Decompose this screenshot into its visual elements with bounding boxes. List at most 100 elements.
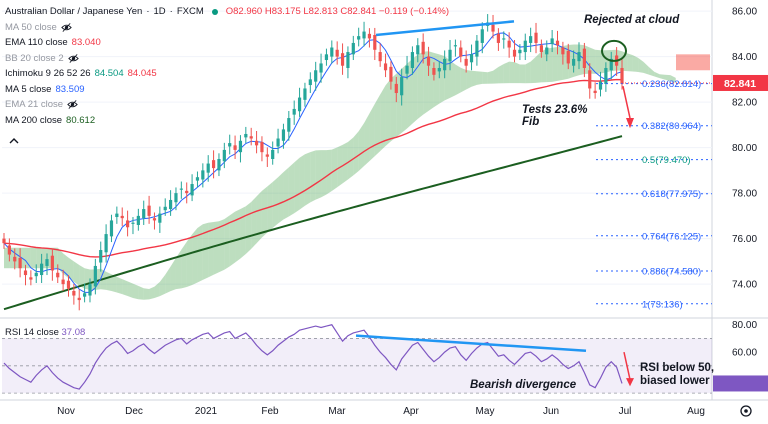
ichimoku-future-cloud <box>676 54 710 71</box>
candle-body <box>292 108 296 115</box>
collapse-legend-icon[interactable] <box>8 136 20 146</box>
candle-body <box>362 31 366 39</box>
candle-body <box>335 49 339 57</box>
legend-item-label: EMA 110 close <box>5 37 68 48</box>
ichimoku-cloud-segment <box>433 52 440 108</box>
ichimoku-cloud-segment <box>417 51 424 119</box>
fib-level-label: 0.886(74.580) <box>642 266 701 277</box>
legend-item[interactable]: BB 20 close 2 <box>5 51 449 67</box>
ichimoku-cloud-segment <box>299 154 305 210</box>
market-status-dot <box>211 8 218 15</box>
hidden-eye-icon[interactable] <box>67 99 78 110</box>
y-tick-label: 74.00 <box>732 280 757 291</box>
ichimoku-cloud-segment <box>530 56 537 84</box>
settings-gear-center <box>744 409 748 413</box>
x-tick-label: 2021 <box>195 406 218 417</box>
interval-label[interactable]: 1D <box>153 6 166 17</box>
candle-body <box>297 97 302 112</box>
annotation-tests-fib-2: Fib <box>522 116 539 128</box>
candle-body <box>158 213 162 223</box>
ichimoku-cloud-segment <box>240 206 246 259</box>
ichimoku-cloud-segment <box>127 281 133 298</box>
candle-body <box>50 255 54 271</box>
legend-item[interactable]: EMA 21 close <box>5 97 449 113</box>
candle-body <box>201 170 205 180</box>
legend-item[interactable]: EMA 110 close 83.040 <box>5 35 449 51</box>
candle-body <box>45 259 49 266</box>
candle-body <box>351 42 355 55</box>
candle-body <box>217 159 221 171</box>
candle-body <box>389 66 393 82</box>
ichimoku-cloud-segment <box>358 123 365 171</box>
candle-body <box>61 279 65 285</box>
ichimoku-cloud-segment <box>503 61 510 84</box>
ichimoku-cloud-segment <box>251 196 257 249</box>
ichimoku-cloud-segment <box>304 152 311 206</box>
candle-body <box>400 77 404 96</box>
ichimoku-cloud-segment <box>63 253 69 279</box>
legend-item[interactable]: MA 200 close 80.612 <box>5 113 449 129</box>
ichimoku-cloud-segment <box>648 66 655 77</box>
candle-body <box>131 222 135 224</box>
candle-body <box>206 163 210 173</box>
ichimoku-cloud-segment <box>272 177 279 228</box>
hidden-eye-icon[interactable] <box>67 53 79 64</box>
ichimoku-cloud-segment <box>208 221 214 278</box>
candle-body <box>523 40 527 53</box>
candle-body <box>330 47 334 57</box>
ichimoku-cloud-segment <box>632 55 639 72</box>
candle-body <box>421 41 425 55</box>
ichimoku-cloud-segment <box>525 61 531 84</box>
candle-body <box>459 47 463 57</box>
legend-item[interactable]: MA 5 close 83.509 <box>5 82 449 98</box>
legend-item[interactable]: MA 50 close <box>5 20 449 36</box>
candle-body <box>66 280 71 289</box>
legend-item[interactable]: Ichimoku 9 26 52 26 84.504 84.045 <box>5 66 449 82</box>
ichimoku-cloud-segment <box>627 53 633 72</box>
candle-body <box>195 177 200 181</box>
ichimoku-cloud-segment <box>423 51 429 115</box>
down-arrow-head <box>626 118 634 129</box>
ichimoku-cloud-segment <box>347 137 354 180</box>
legend-item-value-2: 84.045 <box>127 68 157 79</box>
candle-body <box>507 40 511 48</box>
candle-body <box>539 45 543 53</box>
rsi-label: RSI 14 close <box>5 327 59 338</box>
ichimoku-cloud-segment <box>229 211 236 267</box>
y-tick-label: 84.00 <box>732 52 757 63</box>
ichimoku-cloud-segment <box>278 172 284 224</box>
ichimoku-cloud-segment <box>638 57 644 73</box>
candle-body <box>572 58 576 66</box>
candle-body <box>550 38 554 45</box>
ichimoku-cloud-segment <box>202 222 209 280</box>
candle-body <box>142 209 146 219</box>
candle-body <box>373 34 377 50</box>
ichimoku-cloud-segment <box>385 78 391 147</box>
ichimoku-cloud-segment <box>374 94 381 157</box>
ichimoku-cloud-segment <box>364 113 370 167</box>
fib-level-label: 0.382(80.964) <box>642 121 701 132</box>
ichimoku-cloud-segment <box>557 45 563 81</box>
ichimoku-cloud-segment <box>353 131 359 176</box>
ichimoku-cloud-segment <box>455 64 461 96</box>
rsi-tick-label: 80.00 <box>732 320 757 331</box>
ichimoku-cloud-segment <box>186 234 193 288</box>
x-tick-label: May <box>476 406 495 417</box>
ichimoku-cloud-segment <box>68 257 74 282</box>
candle-body <box>238 140 243 153</box>
candle-body <box>593 90 597 94</box>
y-tick-label: 76.00 <box>732 234 757 245</box>
settings-gear-icon[interactable] <box>740 405 752 417</box>
ichimoku-cloud-segment <box>589 47 596 74</box>
y-tick-label: 78.00 <box>732 189 757 200</box>
ichimoku-cloud-segment <box>331 147 338 191</box>
candle-body <box>104 234 108 253</box>
candle-body <box>72 290 76 296</box>
hidden-eye-icon[interactable] <box>61 22 72 33</box>
candle-body <box>604 67 608 84</box>
ichimoku-cloud-segment <box>57 247 64 274</box>
price-badge-label: 82.841 <box>724 78 756 90</box>
ichimoku-cloud-segment <box>218 219 225 273</box>
ichimoku-cloud-segment <box>342 142 348 184</box>
